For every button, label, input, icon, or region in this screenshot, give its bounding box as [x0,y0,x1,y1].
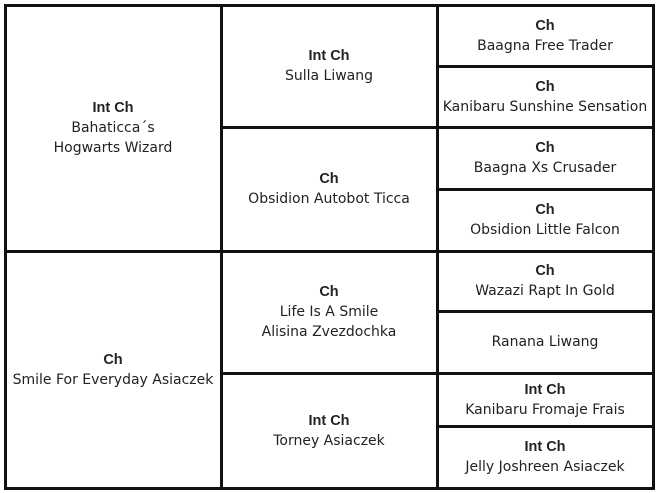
dog-name: Alisina Zvezdochka [261,324,397,340]
dog-name: Torney Asiaczek [273,432,385,449]
dog-name: Kanibaru Sunshine Sensation [442,98,648,115]
dog-title: Ch [535,78,555,95]
dog-title: Int Ch [92,100,134,116]
dog-name: Obsidion Autobot Ticca [248,191,410,207]
pedigree-cell: Ch Smile For Everyday Asiaczek [3,249,223,490]
dog-name: Baagna Xs Crusader [473,160,617,176]
dog-title: Int Ch [524,439,566,455]
pedigree-cell: Ch Baagna Xs Crusader [435,125,655,191]
pedigree-cell: Ch Wazazi Rapt In Gold [435,249,655,313]
dog-title: Ch [535,263,555,279]
pedigree-cell: Ranana Liwang [435,309,655,375]
dog-title: Ch [535,202,555,218]
dog-name: Obsidion Little Falcon [470,222,620,238]
pedigree-cell: Ch Life Is A Smile Alisina Zvezdochka [219,249,439,375]
dog-title: Ch [319,171,339,187]
dog-name: Kanibaru Fromaje Frais [465,401,625,418]
dog-title: Ch [103,351,123,368]
pedigree-cell: Ch Obsidion Autobot Ticca [219,125,439,253]
pedigree-cell: Ch Kanibaru Sunshine Sensation [435,64,655,129]
pedigree-cell: Int Ch Kanibaru Fromaje Frais [435,371,655,428]
dog-name: Hogwarts Wizard [53,140,173,156]
pedigree-cell: Int Ch Sulla Liwang [219,3,439,129]
dog-name: Bahaticca´s [71,120,155,136]
dog-name: Ranana Liwang [491,334,599,350]
dog-name: Jelly Joshreen Asiaczek [465,459,625,475]
dog-name: Sulla Liwang [284,68,374,84]
pedigree-cell: Int Ch Jelly Joshreen Asiaczek [435,424,655,490]
dog-title: Int Ch [524,381,566,398]
dog-name: Wazazi Rapt In Gold [475,283,615,299]
pedigree-cell: Int Ch Bahaticca´s Hogwarts Wizard [3,3,223,253]
dog-title: Ch [319,284,339,300]
pedigree-cell: Ch Obsidion Little Falcon [435,187,655,253]
pedigree-cell: Ch Baagna Free Trader [435,3,655,68]
dog-title: Ch [535,17,555,34]
dog-name: Baagna Free Trader [477,37,613,54]
pedigree-cell: Int Ch Torney Asiaczek [219,371,439,490]
dog-title: Int Ch [308,48,350,64]
dog-name: Life Is A Smile [279,304,379,320]
dog-title: Ch [535,140,555,156]
dog-name: Smile For Everyday Asiaczek [12,371,214,388]
dog-title: Int Ch [308,412,350,429]
